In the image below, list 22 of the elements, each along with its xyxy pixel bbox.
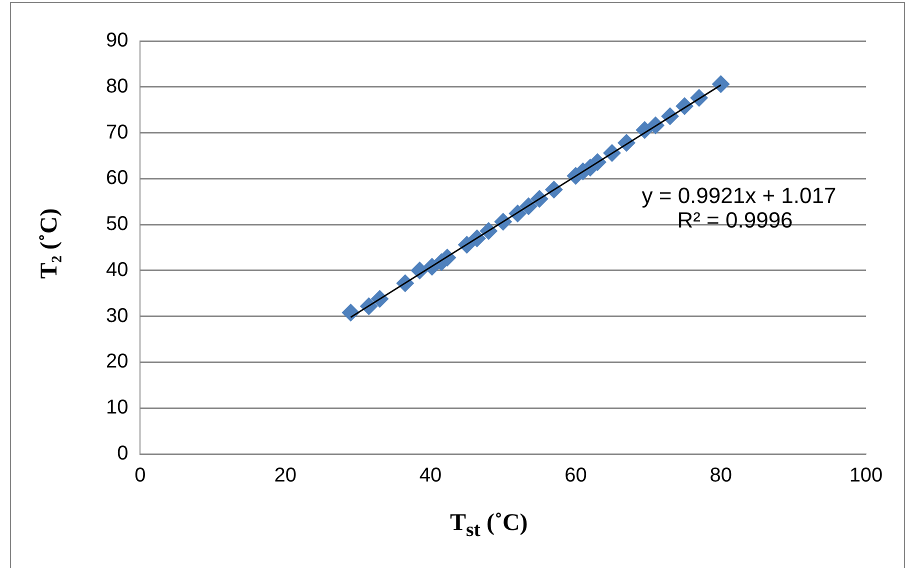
y-tick-label: 60 [106, 167, 128, 190]
y-axis-title: T₂ (˚C) [36, 207, 64, 281]
x-tick-label: 0 [134, 464, 146, 487]
x-tick-label: 60 [564, 464, 587, 487]
y-tick-label: 30 [106, 304, 128, 327]
x-tick-label: 80 [710, 464, 732, 487]
y-tick-label: 20 [106, 350, 128, 373]
y-tick-label: 80 [106, 75, 128, 98]
x-tick-label: 100 [849, 464, 883, 487]
point [342, 304, 360, 322]
x-tick-label: 20 [274, 464, 297, 487]
y-tick-label: 90 [106, 30, 128, 52]
annotation: y = 0.9921x + 1.017 [642, 183, 836, 208]
annotation: R² = 0.9996 [677, 207, 793, 232]
y-tick-label: 70 [106, 121, 128, 144]
point [712, 75, 730, 94]
y-tick-label: 40 [106, 258, 128, 281]
y-tick-label: 10 [106, 396, 128, 419]
x-tick-label: 40 [419, 464, 442, 487]
y-tick-label: 0 [117, 442, 128, 465]
x-axis-title: T$_{st}$ (˚C) [450, 510, 528, 542]
y-tick-label: 50 [106, 213, 128, 236]
